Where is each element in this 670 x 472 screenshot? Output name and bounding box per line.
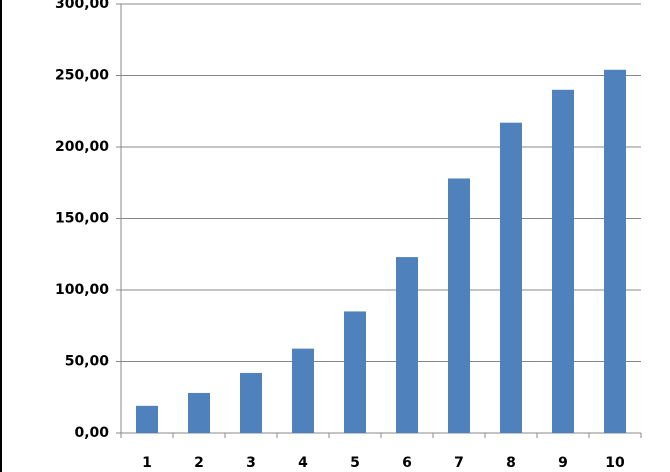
x-tick-label: 1 (142, 455, 152, 471)
x-tick-label: 2 (194, 455, 204, 471)
x-tick-label: 3 (246, 455, 256, 471)
x-tick-label: 5 (350, 455, 360, 471)
y-tick-label: 50,00 (65, 354, 110, 370)
bar (500, 122, 522, 433)
x-tick-label: 6 (402, 455, 412, 471)
bar (240, 372, 262, 433)
y-tick-label: 250,00 (55, 68, 109, 84)
bar (604, 69, 626, 433)
x-tick-label: 10 (605, 455, 625, 471)
bar (188, 392, 210, 433)
y-tick-label: 300,00 (55, 0, 109, 12)
y-tick-label: 200,00 (55, 139, 109, 155)
x-tick-label: 8 (506, 455, 516, 471)
bar (552, 89, 574, 434)
x-tick-label: 7 (454, 455, 464, 471)
x-tick-label: 9 (558, 455, 568, 471)
y-tick-label: 100,00 (55, 282, 109, 298)
bar (136, 405, 158, 433)
bar (292, 348, 314, 433)
bar (396, 257, 418, 433)
y-tick-label: 150,00 (55, 211, 109, 227)
bar (344, 311, 366, 433)
y-tick-label: 0,00 (74, 425, 109, 441)
x-tick-label: 4 (298, 455, 308, 471)
bar (448, 178, 470, 433)
